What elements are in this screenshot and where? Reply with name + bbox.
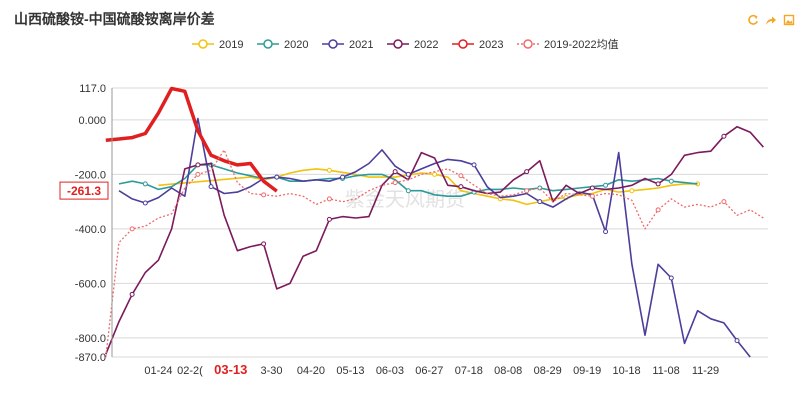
x-tick-label: 06-27 (415, 365, 443, 377)
legend-marker (523, 39, 533, 49)
data-point (432, 171, 438, 177)
data-point (405, 188, 411, 194)
data-point (524, 169, 530, 175)
data-point (326, 216, 332, 222)
data-point (721, 199, 727, 205)
x-tick-label: 05-13 (336, 365, 364, 377)
data-point (668, 275, 674, 281)
data-point (537, 199, 543, 205)
x-tick-label: 01-24 (144, 365, 172, 377)
data-point (655, 181, 661, 187)
data-point (392, 180, 398, 186)
y-tick-label: -870.0 (75, 352, 106, 364)
data-point (603, 182, 609, 188)
series-line-2021 (118, 117, 751, 358)
x-tick-label: 10-18 (613, 365, 641, 377)
x-tick-label: 07-18 (455, 365, 483, 377)
series-group (105, 86, 764, 358)
data-point (655, 207, 661, 213)
data-point (603, 229, 609, 235)
x-tick-label: 11-08 (652, 365, 679, 377)
chart-toolbar (747, 14, 795, 26)
series-line-2022 (105, 125, 764, 355)
legend-label: 2020 (284, 39, 308, 51)
x-tick-label: 02-2( (177, 365, 203, 377)
legend-item-2020[interactable]: 2020 (257, 39, 308, 51)
legend-item-2023[interactable]: 2023 (452, 39, 503, 51)
legend-item-2022[interactable]: 2022 (387, 39, 438, 51)
legend-label: 2021 (349, 39, 373, 51)
legend-item-2019[interactable]: 2019 (192, 39, 243, 51)
grid (112, 87, 768, 358)
x-tick-label: 08-29 (534, 365, 562, 377)
legend-label: 2019 (219, 39, 243, 51)
legend-marker (328, 39, 338, 49)
data-point (734, 338, 740, 344)
data-point (261, 192, 267, 198)
legend-marker (263, 39, 273, 49)
legend-item-2019-2022均值[interactable]: 2019-2022均值 (517, 38, 619, 51)
axes: 117.0 0.000 -200.0 -400.0 -600.0 -800.0 -870.0… (59, 83, 719, 377)
page-title: 山西硫酸铵-中国硫酸铵离岸价差 (14, 11, 215, 27)
last-value-tag (59, 181, 109, 200)
x-tick-label: 11-29 (692, 365, 719, 377)
series-line-2019-2022均值 (105, 149, 764, 358)
y-tick-label: -400.0 (75, 224, 106, 236)
x-tick-label: 06-03 (376, 365, 404, 377)
legend-marker (458, 39, 468, 49)
y-tick-label: -600.0 (75, 278, 106, 290)
legend-label: 2022 (414, 39, 438, 51)
data-point (195, 171, 201, 177)
data-point (129, 226, 135, 232)
data-point (458, 184, 464, 190)
data-point (208, 184, 214, 190)
data-point (261, 241, 267, 247)
data-point (721, 133, 727, 139)
y-tick-label: -200.0 (75, 169, 106, 181)
refresh-icon[interactable] (747, 14, 759, 26)
data-point (392, 169, 398, 175)
legend-marker (393, 39, 403, 49)
data-point (129, 291, 135, 297)
data-point (274, 174, 280, 180)
data-point (326, 196, 332, 202)
share-icon[interactable] (765, 14, 777, 26)
data-point (589, 193, 595, 199)
save-image-icon[interactable] (783, 14, 795, 26)
data-point (471, 162, 477, 168)
data-point (458, 173, 464, 179)
legend-item-2021[interactable]: 2021 (322, 39, 373, 51)
y-tick-label: 0.000 (78, 115, 106, 127)
y-tick-label: -800.0 (75, 333, 106, 345)
series-line-2019 (158, 168, 698, 206)
legend-marker (198, 39, 208, 49)
data-point (326, 167, 332, 173)
data-point (142, 200, 148, 206)
legend: 2019 2020 2021 2022 2023 2019-2022均值 (192, 38, 619, 51)
x-tick-label: 3-30 (261, 365, 283, 377)
x-tick-label: 08-08 (494, 365, 522, 377)
y-tick-label: 117.0 (79, 83, 106, 95)
data-point (195, 162, 201, 168)
series-line-2023 (105, 86, 278, 193)
legend-label: 2023 (479, 39, 503, 51)
x-tick-label-highlight: 03-13 (214, 362, 247, 377)
data-point (589, 185, 595, 191)
data-point (142, 181, 148, 187)
x-tick-label: 04-20 (297, 365, 325, 377)
watermark: 紫金天风期货 (345, 188, 465, 211)
data-point (629, 188, 635, 194)
data-point (524, 188, 530, 194)
last-value-label: -261.3 (67, 184, 101, 198)
x-tick-label: 09-19 (573, 365, 601, 377)
legend-label: 2019-2022均值 (544, 38, 619, 51)
data-point (340, 174, 346, 180)
data-point (668, 178, 674, 184)
